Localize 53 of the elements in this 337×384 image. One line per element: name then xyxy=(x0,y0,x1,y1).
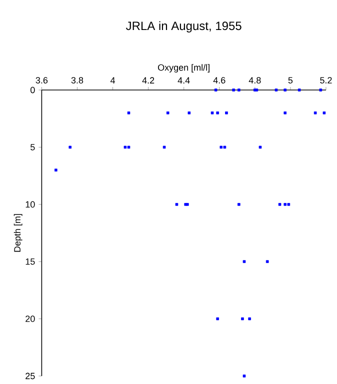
x-tick-label: 4 xyxy=(110,77,116,84)
point xyxy=(68,146,72,149)
point xyxy=(216,111,220,114)
point xyxy=(278,203,282,206)
x-tick-label: 4.4 xyxy=(178,77,190,84)
point xyxy=(238,88,240,92)
point xyxy=(298,88,301,92)
point xyxy=(232,88,235,92)
point xyxy=(216,317,220,320)
point xyxy=(274,88,278,92)
x-tick-label: 4.8 xyxy=(248,77,261,84)
point xyxy=(238,203,240,206)
point xyxy=(188,111,191,114)
y-tick-label: 25 xyxy=(26,372,35,380)
y-tick-label: 10 xyxy=(26,201,35,208)
y-tick-label: 20 xyxy=(26,316,35,322)
x-tick-label: 5 xyxy=(288,77,293,84)
point xyxy=(127,111,130,114)
point xyxy=(284,88,287,92)
point xyxy=(214,88,218,92)
y-tick-label: 0 xyxy=(30,86,35,94)
point xyxy=(284,111,287,114)
chart-title: JRLA in August, 1955 xyxy=(126,21,242,32)
point xyxy=(241,317,244,320)
point xyxy=(314,111,317,114)
y-tick-label: 15 xyxy=(26,258,35,265)
x-tick-label: 5.2 xyxy=(320,77,332,84)
x-tick-label: 3.8 xyxy=(71,77,84,84)
x-tick-label: 3.6 xyxy=(36,77,48,84)
point xyxy=(220,146,223,149)
point xyxy=(242,374,246,378)
point xyxy=(242,260,246,264)
point xyxy=(124,146,127,149)
point xyxy=(319,88,322,92)
point xyxy=(258,146,262,149)
point xyxy=(223,146,226,149)
point xyxy=(175,203,178,206)
y-axis-title: Depth [m] xyxy=(14,214,22,252)
point xyxy=(127,146,130,149)
point xyxy=(266,260,269,264)
y-tick-label: 5 xyxy=(30,144,35,150)
x-tick-label: 4.6 xyxy=(213,77,226,84)
point xyxy=(287,203,290,206)
x-tick-label: 4.2 xyxy=(142,77,154,84)
point xyxy=(166,111,170,114)
point xyxy=(162,146,166,149)
point xyxy=(54,168,58,172)
point xyxy=(210,111,214,114)
point xyxy=(248,317,251,320)
point xyxy=(322,111,326,114)
point xyxy=(284,203,287,206)
x-axis-title: Oxygen [ml/l] xyxy=(158,64,210,72)
point xyxy=(225,111,228,114)
